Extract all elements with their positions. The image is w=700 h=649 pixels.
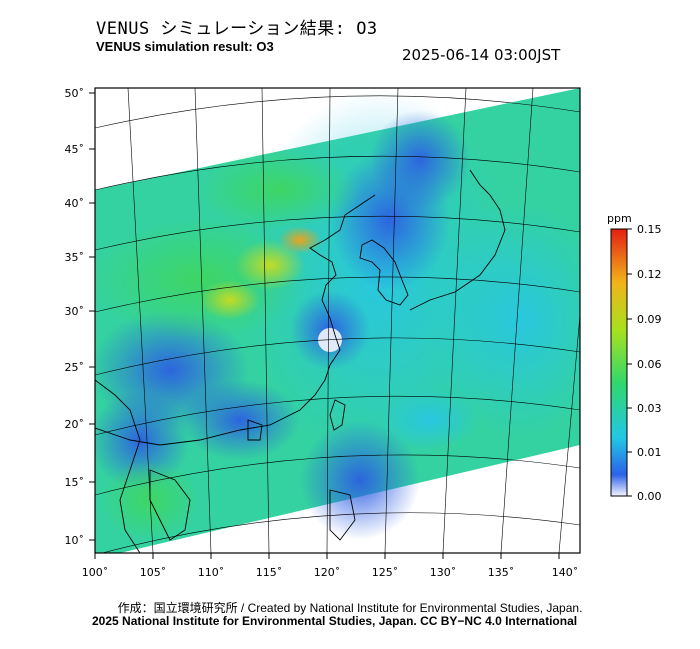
concentration-field: [95, 88, 580, 553]
axis-ticks: [89, 92, 560, 559]
colorbar-gradient: [610, 228, 628, 497]
lon-label: 115˚: [256, 566, 283, 579]
colorbar-tick: 0.03: [637, 402, 662, 415]
credit-line: 作成：国立環境研究所 / Created by National Institu…: [117, 601, 583, 615]
lon-label: 130˚: [430, 566, 457, 579]
lon-label: 100˚: [82, 566, 109, 579]
lat-label: 25˚: [65, 361, 85, 374]
ozone-map: 100˚ 105˚ 110˚ 115˚ 120˚ 125˚ 130˚ 135˚ …: [65, 87, 662, 579]
lon-label: 140˚: [552, 566, 579, 579]
copyright-line: 2025 National Institute for Environmenta…: [92, 614, 578, 628]
colorbar-tick: 0.00: [637, 490, 662, 503]
lat-label: 45˚: [65, 143, 85, 156]
title-japanese: VENUS シミュレーション結果: O3: [96, 19, 378, 39]
colorbar-tick: 0.15: [637, 223, 662, 236]
lat-label: 40˚: [65, 197, 85, 210]
lat-label: 50˚: [65, 87, 85, 100]
lon-label: 110˚: [198, 566, 225, 579]
colorbar-tick: 0.12: [637, 268, 662, 281]
lat-label: 20˚: [65, 418, 85, 431]
colorbar-tick: 0.01: [637, 446, 662, 459]
lat-label: 35˚: [65, 251, 85, 264]
forecast-timestamp: 2025-06-14 03:00JST: [402, 46, 561, 64]
colorbar: ppm 0.15 0.12 0.09 0.06 0.03 0.01 0.00: [607, 212, 662, 503]
graticule: [95, 88, 580, 553]
lon-label: 105˚: [140, 566, 167, 579]
lon-label: 125˚: [372, 566, 399, 579]
colorbar-tick: 0.06: [637, 358, 662, 371]
coastlines: [95, 169, 506, 553]
lat-label: 10˚: [65, 534, 85, 547]
colorbar-unit: ppm: [607, 212, 632, 225]
lat-label: 30˚: [65, 305, 85, 318]
colorbar-tick: 0.09: [637, 313, 662, 326]
title-english: VENUS simulation result: O3: [96, 39, 274, 54]
lat-label: 15˚: [65, 476, 85, 489]
lon-label: 135˚: [488, 566, 515, 579]
map-frame: [94, 87, 581, 554]
lon-label: 120˚: [314, 566, 341, 579]
